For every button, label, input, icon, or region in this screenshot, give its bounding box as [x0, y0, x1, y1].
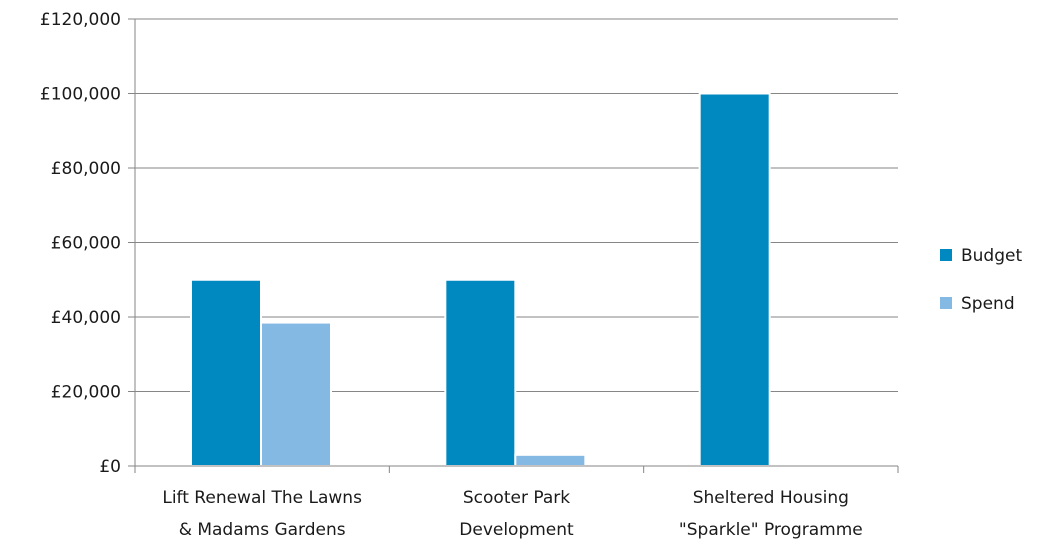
y-tick-label: £100,000	[40, 85, 121, 105]
legend: Budget Spend	[940, 246, 1022, 314]
bar-budget-3	[698, 92, 771, 467]
bar-budget-2	[444, 278, 517, 467]
y-tick-labels: £0 £20,000 £40,000 £60,000 £80,000 £100,000 £1…	[40, 10, 121, 477]
legend-label-budget: Budget	[961, 246, 1022, 266]
y-tick-label: £60,000	[51, 234, 121, 254]
y-tick-label: £80,000	[51, 159, 121, 179]
bar-spend-2	[514, 453, 587, 468]
y-tick-label: £40,000	[51, 308, 121, 328]
x-category-label: Lift Renewal The Lawns	[162, 488, 362, 508]
x-category-label: Scooter Park	[463, 488, 570, 508]
x-category-label: "Sparkle" Programme	[679, 520, 863, 540]
bar-budget-1	[190, 278, 262, 467]
axes	[128, 19, 899, 473]
bar-spend-1	[260, 321, 332, 467]
legend-label-spend: Spend	[961, 294, 1015, 314]
x-category-label: & Madams Gardens	[179, 520, 346, 540]
y-tick-label: £20,000	[51, 383, 121, 403]
legend-swatch-budget	[940, 249, 952, 261]
bars	[190, 92, 771, 468]
y-tick-label: £0	[99, 457, 121, 477]
y-tick-label: £120,000	[40, 10, 121, 30]
x-category-label: Development	[459, 520, 574, 540]
x-category-labels: Lift Renewal The Lawns & Madams Gardens Sc…	[162, 488, 862, 540]
legend-swatch-spend	[940, 297, 952, 309]
x-category-label: Sheltered Housing	[693, 488, 849, 508]
